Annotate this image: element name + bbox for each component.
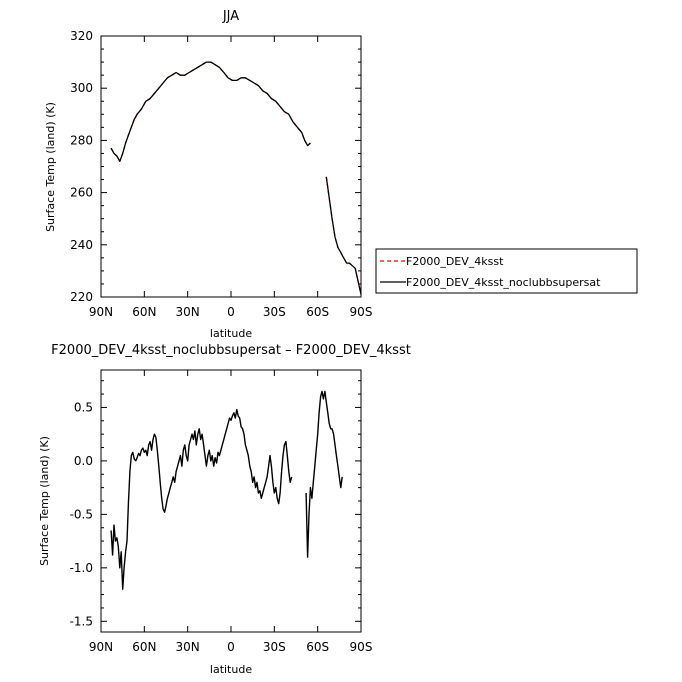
top-chart-y-tick-label: 300 <box>70 81 93 95</box>
bottom-chart-y-ticks: -1.5 -1.0 -0.5 0.0 0.5 <box>70 380 361 628</box>
bottom-chart-x-tick-label: 60N <box>132 640 156 654</box>
top-chart-x-tick-label: 30N <box>176 305 200 319</box>
top-chart-series-0-segment-1 <box>325 176 362 295</box>
top-chart-x-tick-label: 30S <box>263 305 286 319</box>
bottom-chart-x-ticks: 90N 60N 30N 0 30S 60S 90S <box>89 370 373 654</box>
top-chart-xlabel: latitude <box>210 327 252 340</box>
bottom-chart-x-tick-label: 60S <box>306 640 329 654</box>
top-chart-series <box>110 61 362 295</box>
bottom-chart-y-tick-label: -0.5 <box>70 507 93 521</box>
top-chart-ylabel: Surface Temp (land) (K) <box>44 102 57 232</box>
top-chart: JJA Surface Temp (land) (K) latitude 90N… <box>44 9 638 340</box>
top-chart-x-tick-label: 90N <box>89 305 113 319</box>
bottom-chart-title: F2000_DEV_4ksst_noclubbsupersat – F2000_… <box>51 343 411 358</box>
top-chart-frame <box>100 35 362 298</box>
top-chart-y-tick-label: 220 <box>70 290 93 304</box>
legend: F2000_DEV_4ksst F2000_DEV_4ksst_noclubbs… <box>375 248 638 294</box>
bottom-chart-x-tick-label: 90S <box>350 640 373 654</box>
top-chart-y-tick-label: 240 <box>70 238 93 252</box>
bottom-chart: F2000_DEV_4ksst_noclubbsupersat – F2000_… <box>38 343 411 676</box>
top-chart-x-tick-label: 90S <box>350 305 373 319</box>
bottom-chart-series-0-segment-1 <box>305 390 343 558</box>
top-chart-y-tick-label: 280 <box>70 133 93 147</box>
bottom-chart-y-tick-label: -1.5 <box>70 614 93 628</box>
top-chart-x-tick-label: 0 <box>227 305 235 319</box>
top-chart-series-1-segment-1 <box>325 176 362 295</box>
bottom-chart-ylabel: Surface Temp (land) (K) <box>38 436 51 566</box>
bottom-chart-xlabel: latitude <box>210 663 252 676</box>
top-chart-y-tick-label: 320 <box>70 29 93 43</box>
bottom-chart-y-tick-label: -1.0 <box>70 561 93 575</box>
bottom-chart-y-tick-label: 0.5 <box>74 400 93 414</box>
legend-label-noclubbsupersat: F2000_DEV_4ksst_noclubbsupersat <box>406 276 601 289</box>
bottom-chart-series <box>110 390 343 590</box>
top-chart-y-tick-label: 260 <box>70 186 93 200</box>
bottom-chart-frame <box>100 369 362 633</box>
bottom-chart-series-0-segment-0 <box>110 408 293 590</box>
legend-label-4ksst: F2000_DEV_4ksst <box>406 255 504 268</box>
top-chart-series-1-segment-0 <box>110 61 311 162</box>
top-chart-x-ticks: 90N 60N 30N 0 30S 60S 90S <box>89 36 373 319</box>
legend-box <box>375 248 638 294</box>
top-chart-x-tick-label: 60N <box>132 305 156 319</box>
bottom-chart-x-tick-label: 0 <box>227 640 235 654</box>
bottom-chart-x-tick-label: 90N <box>89 640 113 654</box>
top-chart-title: JJA <box>222 9 239 24</box>
top-chart-y-ticks: 220 240 260 280 300 320 <box>70 29 361 304</box>
top-chart-series-0-segment-0 <box>110 61 311 162</box>
bottom-chart-y-tick-label: 0.0 <box>74 454 93 468</box>
bottom-chart-x-tick-label: 30N <box>176 640 200 654</box>
bottom-chart-x-tick-label: 30S <box>263 640 286 654</box>
top-chart-x-tick-label: 60S <box>306 305 329 319</box>
